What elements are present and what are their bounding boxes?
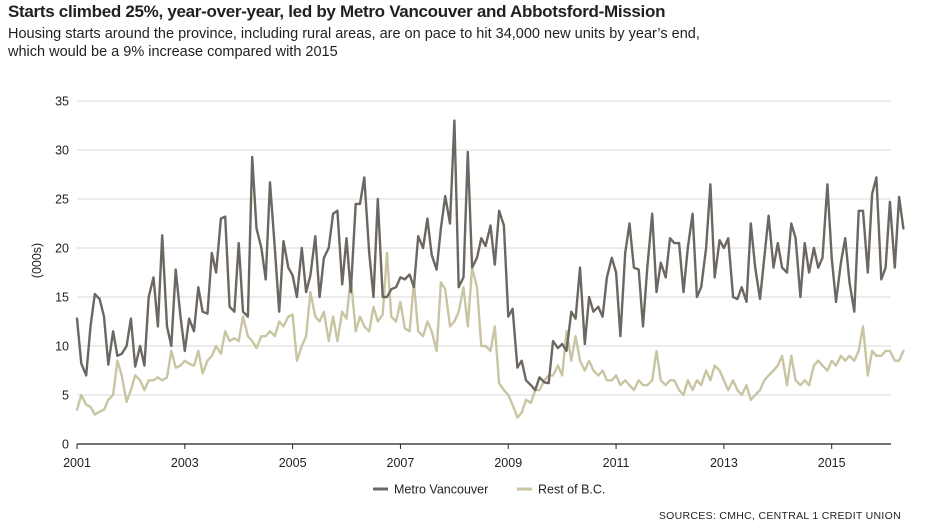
y-axis-label: (000s) (30, 243, 44, 278)
chart-title: Starts climbed 25%, year-over-year, led … (8, 2, 666, 21)
x-tick-label-2007: 2007 (387, 456, 415, 470)
x-tick-label-2003: 2003 (171, 456, 199, 470)
grid-lines (77, 100, 891, 396)
x-tick-label-2005: 2005 (279, 456, 307, 470)
x-tick-label-2013: 2013 (710, 456, 738, 470)
y-tick-label-20: 20 (55, 242, 69, 256)
y-tick-label-30: 30 (55, 144, 69, 158)
legend-label-metro-vancouver: Metro Vancouver (394, 483, 488, 497)
legend: Metro Vancouver Rest of B.C. (373, 483, 605, 497)
source-note: SOURCES: CMHC, CENTRAL 1 CREDIT UNION (658, 510, 901, 522)
series-lines (75, 119, 905, 419)
y-tick-label-0: 0 (62, 438, 69, 452)
x-tick-label-2001: 2001 (63, 456, 91, 470)
series-line-rest-of-b-c (75, 251, 905, 419)
y-tick-label-15: 15 (55, 291, 69, 305)
series-line-metro-vancouver (75, 119, 905, 392)
y-tick-label-10: 10 (55, 340, 69, 354)
x-tick-label-2011: 2011 (603, 456, 630, 470)
y-tick-label-25: 25 (55, 193, 69, 207)
chart-subtitle: Housing starts around the province, incl… (8, 26, 700, 60)
x-tick-label-2009: 2009 (494, 456, 522, 470)
y-tick-label-5: 5 (62, 389, 69, 403)
legend-label-rest-of-bc: Rest of B.C. (538, 483, 605, 497)
y-tick-label-35: 35 (55, 95, 69, 109)
x-tick-label-2015: 2015 (818, 456, 846, 470)
axes: 0 5 10 15 20 25 30 35 2001 2003 2005 2007 2009 2011 20… (55, 95, 891, 470)
